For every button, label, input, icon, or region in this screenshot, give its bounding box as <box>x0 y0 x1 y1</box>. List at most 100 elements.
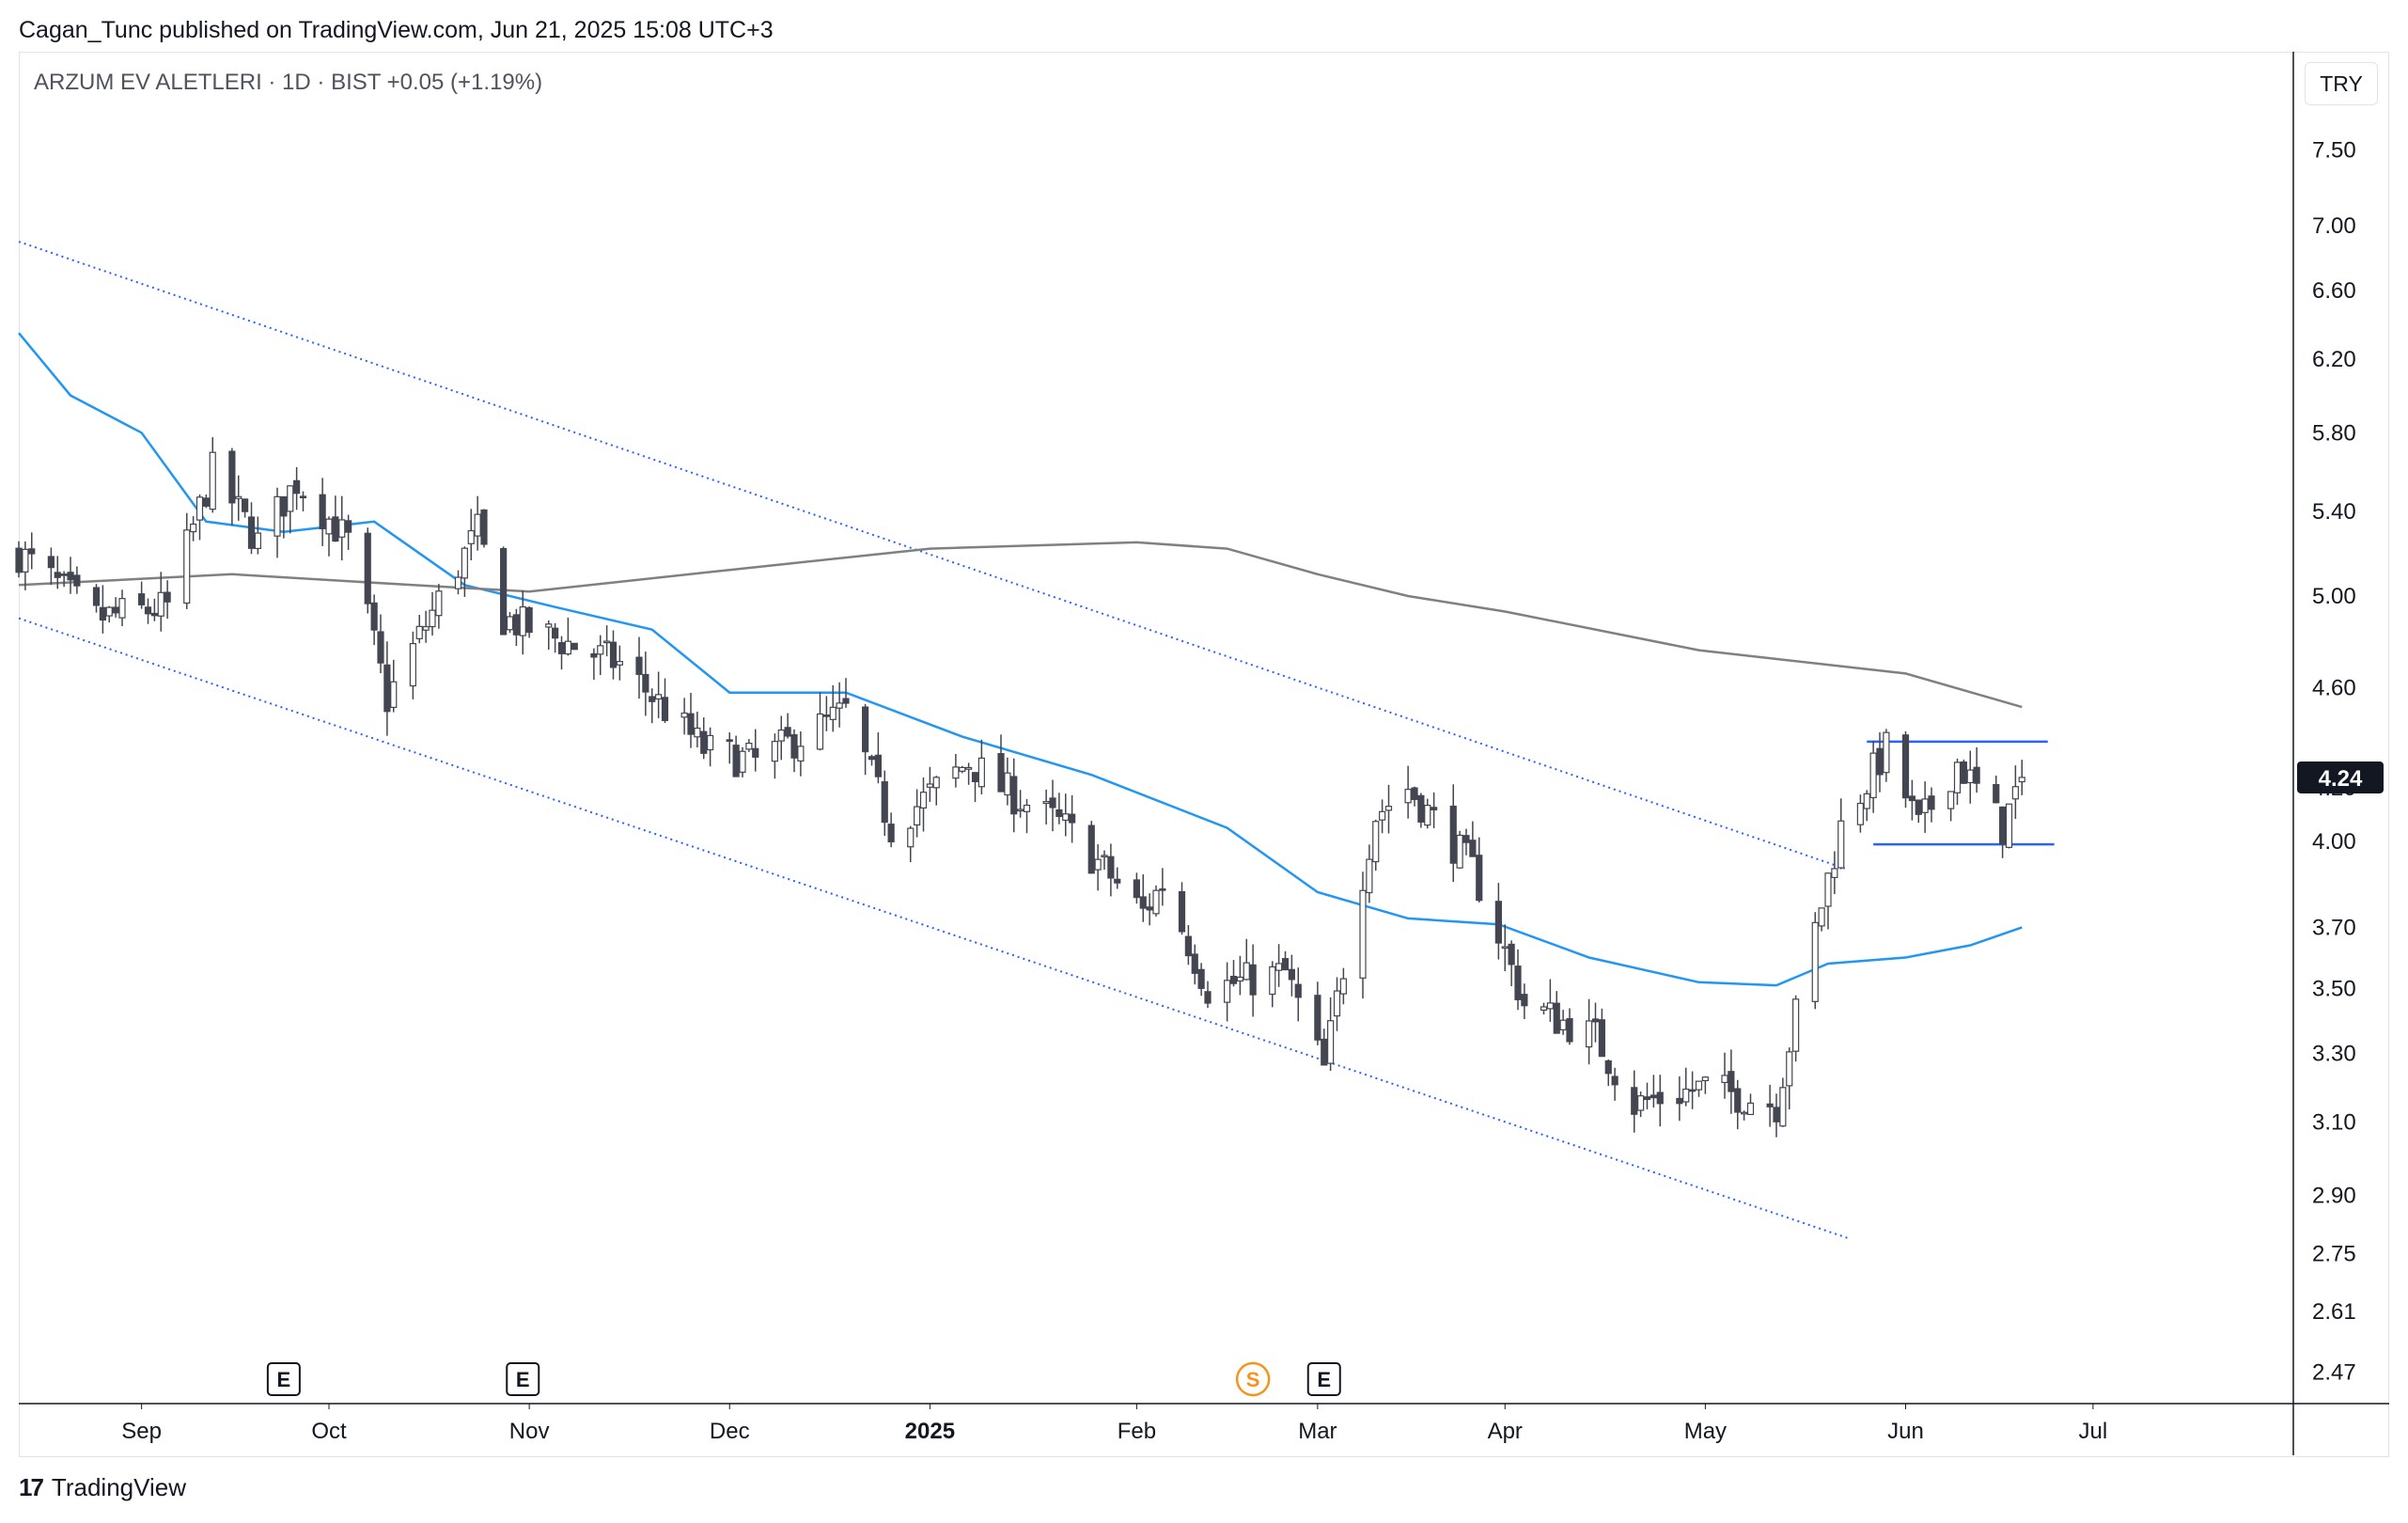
candle-down <box>862 706 869 753</box>
candle-up <box>1094 858 1102 871</box>
currency-button[interactable]: TRY <box>2305 62 2378 105</box>
candle-down <box>661 697 669 721</box>
candle-down <box>500 547 508 636</box>
candle-down <box>1184 935 1192 957</box>
candle-down <box>1449 805 1457 864</box>
candle-down <box>1508 943 1515 966</box>
price-tick-label: 5.40 <box>2312 499 2356 525</box>
price-tick-label: 7.00 <box>2312 213 2356 239</box>
candle-up <box>1559 1019 1567 1030</box>
candle-up <box>919 792 928 809</box>
candle-up <box>519 605 526 636</box>
candle-down <box>383 664 391 713</box>
candle-up <box>506 616 514 631</box>
price-tick-label: 2.47 <box>2312 1359 2356 1385</box>
candle-down <box>1631 1087 1638 1115</box>
price-tick-label: 2.61 <box>2312 1299 2356 1325</box>
candle-down <box>887 824 895 842</box>
candle-down <box>364 532 371 604</box>
candle-down <box>822 714 830 717</box>
candle-down <box>202 497 210 507</box>
candle-up <box>965 766 973 770</box>
earnings-marker-icon <box>1306 1362 1341 1396</box>
price-tick-label: 5.00 <box>2312 584 2356 609</box>
candle-up <box>1062 813 1070 822</box>
candle-down <box>247 516 256 549</box>
candle-down <box>1178 890 1186 933</box>
candle-down <box>557 642 566 654</box>
candle-down <box>332 516 339 542</box>
axes: 7.507.006.606.205.805.405.004.604.204.00… <box>19 52 2389 1455</box>
candle-down <box>164 591 171 603</box>
candle-up <box>1869 752 1877 799</box>
candle-down <box>480 509 488 545</box>
price-tick-label: 2.75 <box>2312 1242 2356 1267</box>
candle-up <box>836 702 843 709</box>
candle-up <box>1746 1102 1755 1116</box>
candle-down <box>1049 797 1056 809</box>
time-tick-label: Oct <box>311 1419 347 1444</box>
candle-up <box>1883 731 1890 774</box>
candle-up <box>1721 1075 1728 1084</box>
time-tick-label: Dec <box>710 1419 750 1444</box>
candle-down <box>15 547 23 573</box>
candle-down <box>1773 1107 1780 1123</box>
candle-down <box>1197 968 1205 989</box>
candle-up <box>1921 798 1929 813</box>
candle-down <box>635 656 643 675</box>
time-tick-label: Nov <box>509 1419 550 1444</box>
candle-up <box>1359 889 1367 979</box>
candle-down <box>1411 787 1418 800</box>
candle-up <box>1017 809 1024 812</box>
time-tick-label: 2025 <box>905 1419 955 1444</box>
candle-down <box>874 754 882 777</box>
candle-up <box>797 746 805 762</box>
candle-up <box>422 626 430 631</box>
candle-up <box>1501 946 1509 950</box>
candle-up <box>338 519 346 538</box>
time-tick-label: Apr <box>1488 1419 1523 1444</box>
candle-down <box>842 698 850 704</box>
candle-up <box>952 766 960 779</box>
candle-down <box>649 696 656 702</box>
dividend-marker-icon <box>1235 1361 1271 1397</box>
price-tick-label: 5.80 <box>2312 420 2356 446</box>
candle-down <box>609 641 618 668</box>
candle-up <box>616 661 623 666</box>
candle-down <box>150 612 158 617</box>
candle-down <box>868 756 876 761</box>
candle-up <box>1379 810 1386 821</box>
footer-brand[interactable]: 17 TradingView <box>19 1473 186 1502</box>
candle-up <box>1856 802 1864 825</box>
candle-up <box>1824 872 1832 907</box>
slow-moving-average-line <box>18 541 2023 709</box>
candle-up <box>1333 990 1341 1017</box>
time-tick-label: Sep <box>121 1419 162 1444</box>
candle-down <box>1107 856 1115 879</box>
candle-up <box>1101 855 1108 857</box>
candle-down <box>280 495 288 517</box>
candle-up <box>1243 962 1250 981</box>
candle-down <box>642 673 649 693</box>
candle-down <box>1417 794 1425 823</box>
price-tick-label: 3.70 <box>2312 915 2356 940</box>
candle-down <box>1650 1094 1657 1099</box>
candle-up <box>1792 998 1800 1052</box>
candle-down <box>47 556 55 569</box>
candle-up <box>545 623 553 628</box>
candle-down <box>752 747 759 758</box>
fast-moving-average-line <box>18 332 2023 987</box>
drawings-layer <box>18 241 2055 1239</box>
candle-up <box>1372 821 1380 863</box>
candle-up <box>1831 868 1838 878</box>
candle-up <box>467 529 475 544</box>
candle-up <box>707 734 714 751</box>
candle-down <box>512 614 520 636</box>
symbol-title[interactable]: ARZUM EV ALETLERI · 1D · BIST +0.05 (+1.… <box>34 70 543 95</box>
candle-down <box>687 713 695 735</box>
candle-up <box>118 598 126 619</box>
candle-up <box>829 706 837 720</box>
candle-up <box>22 548 29 573</box>
candle-up <box>415 625 423 639</box>
